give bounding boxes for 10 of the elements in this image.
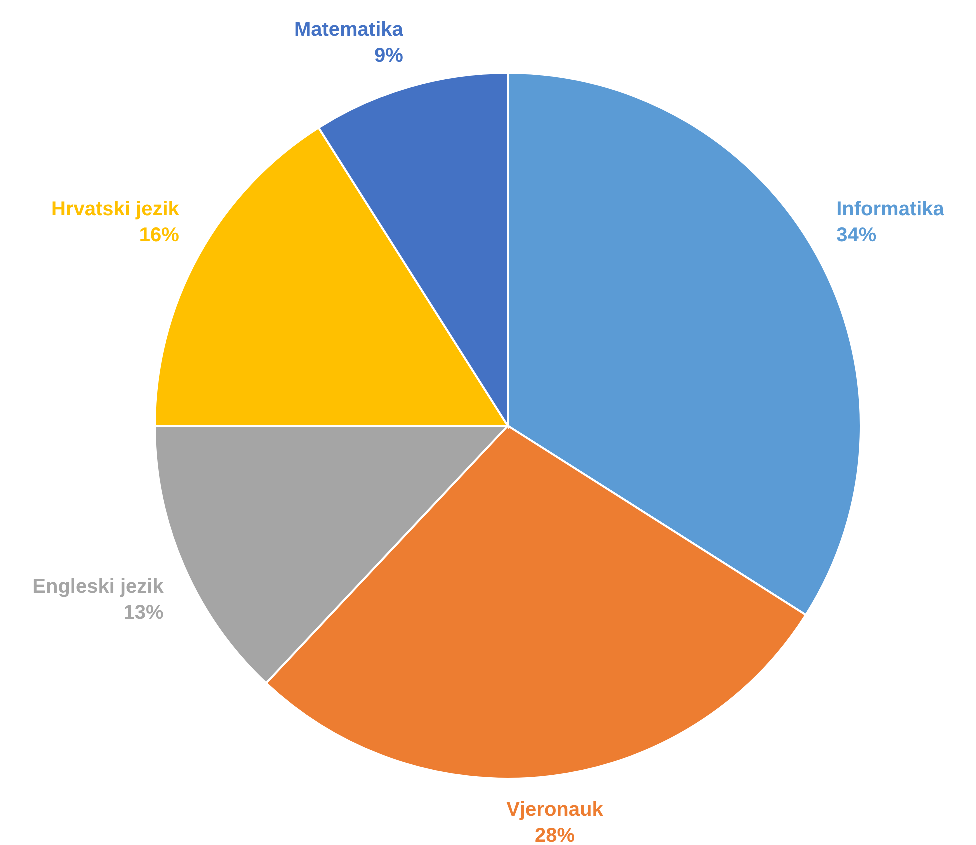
- slice-label: Engleski jezik: [32, 576, 165, 598]
- slice-label: Vjeronauk: [506, 799, 604, 822]
- data-label: 16%: [139, 224, 180, 246]
- slice-label: Matematika: [294, 18, 404, 41]
- slice-label: Hrvatski jezik: [52, 198, 180, 220]
- data-label: 34%: [836, 224, 877, 246]
- slice-label: Informatika: [836, 198, 946, 220]
- data-label: 28%: [534, 825, 576, 845]
- data-label: 13%: [124, 602, 164, 624]
- data-label: 9%: [374, 44, 404, 67]
